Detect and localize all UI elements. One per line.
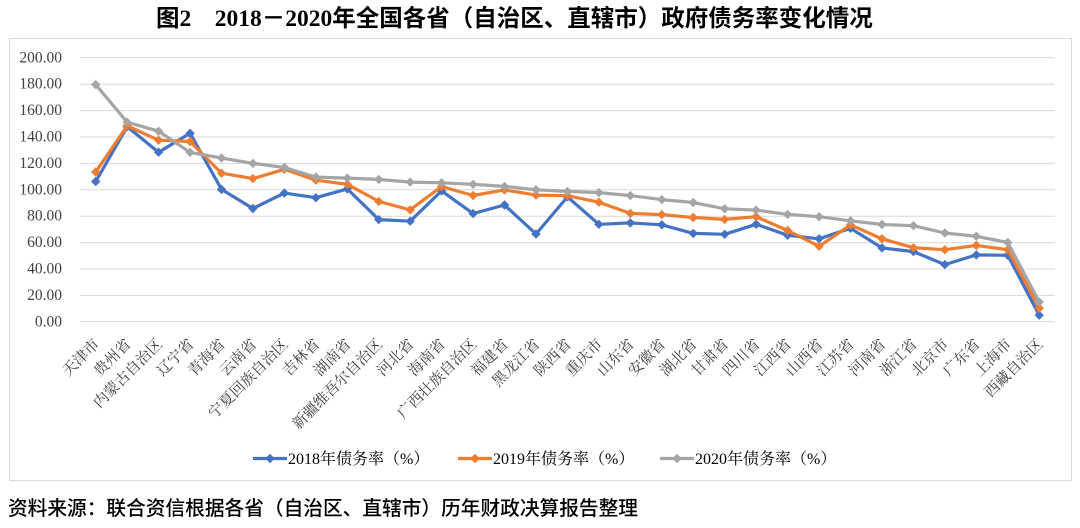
svg-text:100.00: 100.00 — [19, 181, 62, 198]
svg-text:140.00: 140.00 — [19, 129, 62, 146]
svg-text:160.00: 160.00 — [19, 102, 62, 119]
svg-text:2019年债务率（%）: 2019年债务率（%） — [493, 449, 634, 468]
svg-text:0.00: 0.00 — [35, 313, 62, 330]
svg-text:80.00: 80.00 — [27, 208, 62, 225]
svg-text:2020年债务率（%）: 2020年债务率（%） — [695, 449, 836, 468]
svg-text:60.00: 60.00 — [27, 234, 62, 251]
svg-text:2018年债务率（%）: 2018年债务率（%） — [288, 449, 429, 468]
svg-text:20.00: 20.00 — [27, 287, 62, 304]
svg-text:120.00: 120.00 — [19, 155, 62, 172]
svg-text:180.00: 180.00 — [19, 76, 62, 93]
svg-text:200.00: 200.00 — [19, 49, 62, 66]
svg-text:40.00: 40.00 — [27, 261, 62, 278]
